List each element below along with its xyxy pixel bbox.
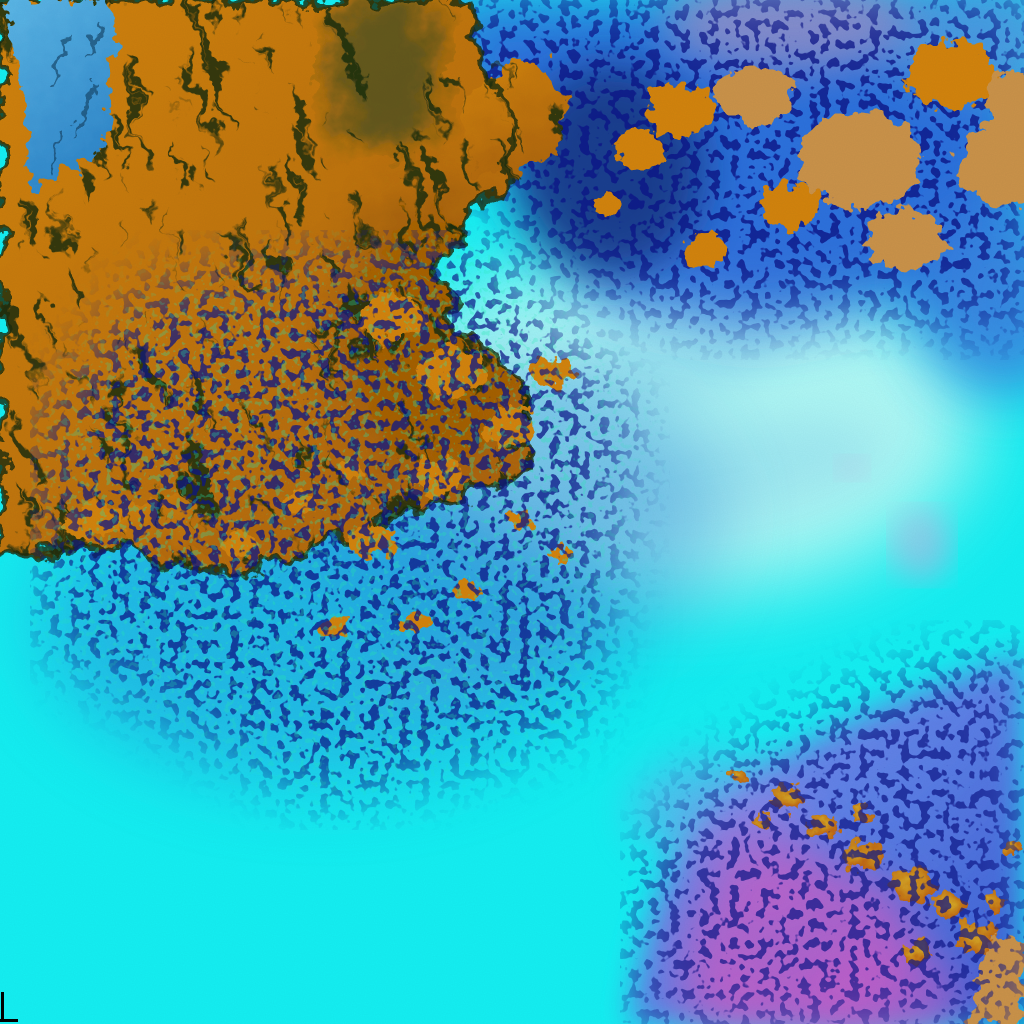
registration-mark-vertical [1, 992, 4, 1022]
corner-registration-mark [0, 992, 18, 1022]
registration-mark-horizontal [0, 1019, 18, 1022]
